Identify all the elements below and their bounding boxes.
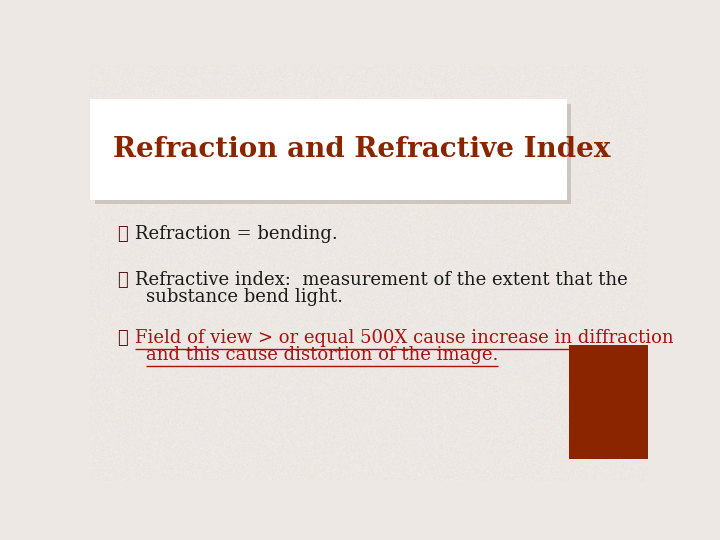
Text: substance bend light.: substance bend light. [145, 288, 343, 306]
Text: ❖: ❖ [117, 272, 128, 289]
Text: ❖: ❖ [117, 329, 128, 347]
Text: Refraction = bending.: Refraction = bending. [135, 225, 338, 243]
FancyBboxPatch shape [94, 104, 571, 204]
Text: Refractive index:  measurement of the extent that the: Refractive index: measurement of the ext… [135, 272, 628, 289]
FancyBboxPatch shape [90, 99, 567, 200]
FancyBboxPatch shape [569, 345, 648, 459]
Text: Refraction and Refractive Index: Refraction and Refractive Index [113, 136, 611, 163]
Text: Field of view > or equal 500X cause increase in diffraction: Field of view > or equal 500X cause incr… [135, 329, 674, 347]
Text: and this cause distortion of the image.: and this cause distortion of the image. [145, 346, 498, 364]
Text: ❖: ❖ [117, 225, 128, 243]
